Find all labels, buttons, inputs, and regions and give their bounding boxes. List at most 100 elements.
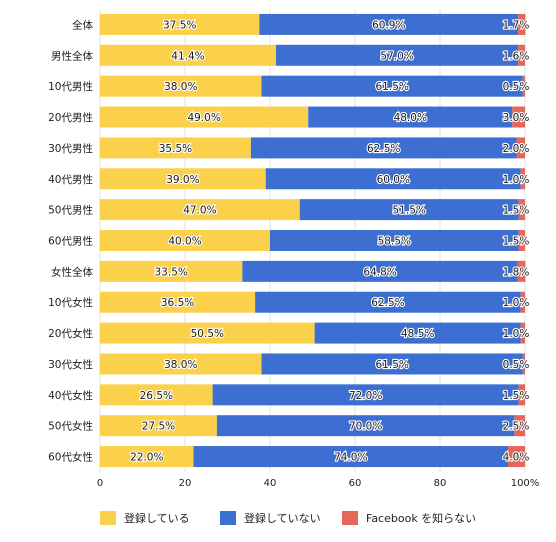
bar-segment: [259, 13, 519, 35]
legend-swatch: [100, 511, 116, 525]
bar-segment: [100, 446, 194, 468]
bar-segment: [255, 291, 521, 313]
bar-segment: [242, 260, 518, 282]
bar-segment: [100, 13, 260, 35]
bar-segment: [261, 75, 523, 97]
data-label: 64.8%: [363, 266, 396, 278]
data-label: 60.9%: [372, 19, 405, 31]
data-label: 62.5%: [367, 143, 400, 155]
category-label: 男性全体: [51, 49, 93, 62]
category-label: 20代女性: [48, 327, 93, 340]
category-label: 50代男性: [48, 204, 93, 217]
category-label: 30代女性: [48, 358, 93, 371]
category-label: 30代男性: [48, 142, 93, 155]
data-label: 1.5%: [503, 390, 530, 402]
data-label: 38.0%: [164, 81, 197, 93]
bar-segment: [100, 106, 309, 128]
data-label: 62.5%: [371, 297, 404, 309]
bar-segment: [275, 44, 519, 66]
data-label: 1.6%: [503, 50, 530, 62]
data-label: 39.0%: [166, 174, 199, 186]
x-tick-label: 20: [179, 478, 192, 489]
x-tick-label: 100%: [511, 478, 540, 489]
bar-segment: [100, 322, 315, 344]
category-label: 60代男性: [48, 235, 93, 248]
bar-segment: [314, 322, 521, 344]
data-label: 1.0%: [503, 297, 530, 309]
legend-label: Facebook を知らない: [366, 512, 477, 525]
legend-label: 登録している: [124, 512, 190, 525]
bar-segment: [100, 199, 300, 221]
bar-segment: [517, 260, 526, 282]
data-label: 1.7%: [503, 19, 530, 31]
bar-segment: [518, 230, 525, 251]
bar-segment: [270, 230, 519, 251]
bar-segment: [508, 446, 525, 468]
stacked-bar-chart: 37.5% 60.9% 1.7% 41.4% 57.0% 1.6% 38.0% 61.5% 0.…: [48, 9, 539, 489]
bar-segment: [512, 106, 525, 128]
legend-swatch: [342, 511, 358, 525]
bar-segment: [100, 384, 213, 406]
bar-segment: [100, 168, 266, 190]
data-label: 37.5%: [163, 19, 196, 31]
data-label: 50.5%: [191, 328, 224, 340]
x-tick-label: 80: [434, 478, 447, 489]
legend-item: 登録している: [100, 509, 190, 527]
category-label: 10代女性: [48, 296, 93, 309]
category-label: 60代女性: [48, 451, 93, 464]
bar-segment: [520, 168, 525, 190]
data-label: 1.5%: [503, 205, 530, 217]
data-label: 22.0%: [130, 452, 163, 464]
x-tick-label: 40: [264, 478, 277, 489]
data-label: 1.5%: [503, 236, 530, 248]
category-label: 10代男性: [48, 80, 93, 93]
bar-segment: [100, 415, 217, 437]
bar-segment: [516, 137, 525, 159]
bars: [100, 13, 526, 468]
category-label: 全体: [72, 18, 93, 31]
bar-segment: [212, 384, 519, 406]
bar-segment: [100, 137, 251, 159]
data-label: 49.0%: [187, 112, 220, 124]
data-label: 40.0%: [168, 236, 201, 248]
category-label: 50代女性: [48, 420, 93, 433]
data-label: 47.0%: [183, 205, 216, 217]
data-label: 1.8%: [503, 266, 530, 278]
data-label: 38.0%: [164, 359, 197, 371]
data-label: 1.0%: [503, 174, 530, 186]
data-label: 74.0%: [334, 452, 367, 464]
data-label: 57.0%: [380, 50, 413, 62]
data-label: 61.5%: [376, 81, 409, 93]
data-label: 35.5%: [159, 143, 192, 155]
data-label: 0.5%: [503, 81, 530, 93]
bar-segment: [100, 260, 243, 282]
bar-segment: [100, 44, 276, 66]
bar-segment: [520, 291, 525, 313]
bar-segment: [299, 199, 519, 221]
category-label: 20代男性: [48, 111, 93, 124]
data-label: 3.0%: [503, 112, 530, 124]
data-label: 48.0%: [394, 112, 427, 124]
bar-segment: [193, 446, 508, 468]
data-label: 26.5%: [140, 390, 173, 402]
bar-segment: [250, 137, 517, 159]
bar-segment: [518, 13, 526, 35]
category-label: 40代男性: [48, 173, 93, 186]
legend: 登録している 登録していない Facebook を知らない: [100, 509, 540, 527]
category-label: 女性全体: [51, 265, 93, 278]
bar-segment: [518, 199, 525, 221]
x-tick-label: 60: [349, 478, 362, 489]
bar-segment: [100, 353, 262, 375]
x-axis: 0 20 40 60 80 100%: [97, 478, 539, 489]
x-tick-label: 0: [97, 478, 103, 489]
data-label: 2.0%: [503, 143, 530, 155]
data-label: 61.5%: [376, 359, 409, 371]
bar-segment: [522, 353, 525, 375]
legend-item: Facebook を知らない: [342, 509, 476, 527]
data-label: 58.5%: [378, 236, 411, 248]
legend-label: 登録していない: [244, 512, 321, 525]
bar-segment: [514, 415, 525, 437]
data-label: 1.0%: [503, 328, 530, 340]
bar-segment: [216, 415, 515, 437]
